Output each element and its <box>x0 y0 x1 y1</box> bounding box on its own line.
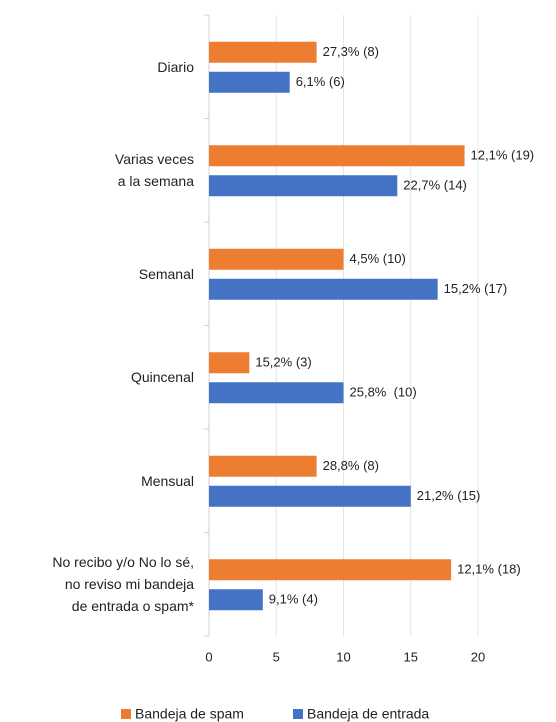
value-label: 25,8% (10) <box>350 385 417 400</box>
bar <box>209 248 344 270</box>
value-label: 12,1% (19) <box>471 148 535 163</box>
value-label: 9,1% (4) <box>269 592 318 607</box>
bar <box>209 278 438 300</box>
value-label: 15,2% (17) <box>444 281 508 296</box>
category-label: No recibo y/o No lo sé, no reviso mi ban… <box>52 554 194 615</box>
bar <box>209 485 411 507</box>
bar <box>209 175 398 197</box>
category-label: Quincenal <box>130 369 194 386</box>
value-label: 22,7% (14) <box>403 178 467 193</box>
value-label: 28,8% (8) <box>323 458 379 473</box>
legend-swatch <box>293 709 303 719</box>
value-label: 15,2% (3) <box>255 355 311 370</box>
category-label: Diario <box>157 58 194 75</box>
bar <box>209 71 290 93</box>
bar <box>209 382 344 404</box>
x-tick-label: 0 <box>205 649 212 664</box>
legend-label: Bandeja de entrada <box>307 706 429 722</box>
category-label: Semanal <box>138 265 194 282</box>
bar <box>209 41 317 63</box>
bar <box>209 455 317 477</box>
value-label: 21,2% (15) <box>417 488 481 503</box>
category-label: Mensual <box>141 472 194 489</box>
bar <box>209 352 250 374</box>
category-label: Varias veces a la semana <box>114 151 194 190</box>
bar <box>209 559 452 581</box>
value-label: 27,3% (8) <box>323 44 379 59</box>
value-label: 4,5% (10) <box>350 251 406 266</box>
legend-label: Bandeja de spam <box>135 706 244 722</box>
legend-swatch <box>121 709 131 719</box>
x-tick-label: 15 <box>404 649 418 664</box>
x-tick-label: 10 <box>336 649 350 664</box>
value-label: 12,1% (18) <box>457 562 521 577</box>
bar <box>209 589 263 611</box>
value-label: 6,1% (6) <box>296 74 345 89</box>
x-tick-label: 5 <box>273 649 280 664</box>
bar <box>209 145 465 167</box>
x-tick-label: 20 <box>471 649 485 664</box>
